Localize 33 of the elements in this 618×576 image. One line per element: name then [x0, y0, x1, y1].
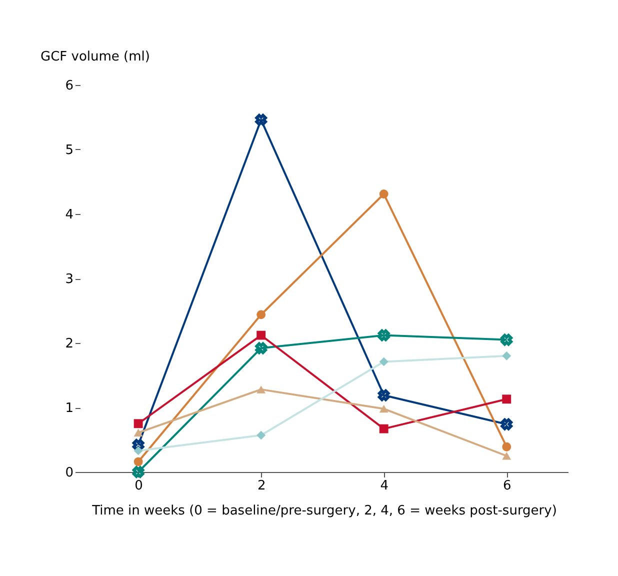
point [256, 386, 266, 394]
point [132, 466, 144, 478]
point [132, 438, 144, 451]
y-tick-label: 4 [65, 208, 74, 222]
point [134, 457, 143, 466]
y-tick-label: 6 [65, 78, 74, 94]
point [255, 114, 268, 126]
point [255, 342, 268, 354]
point [378, 329, 390, 342]
point [134, 419, 143, 428]
x-tick-label: 4 [380, 478, 388, 494]
y-tick-label: 5 [65, 143, 74, 158]
x-tick-label: 0 [134, 478, 143, 494]
point [256, 310, 266, 320]
x-tick-label: 2 [257, 478, 266, 494]
y-tick-label: 1 [65, 401, 74, 416]
x-tick-label: 6 [502, 478, 512, 494]
point [379, 190, 388, 198]
y-axis-title: GCF volume (ml) [40, 50, 150, 64]
y-tick-label: 3 [65, 272, 74, 287]
point [502, 452, 512, 460]
point [378, 389, 390, 402]
point [256, 330, 266, 340]
y-tick-label: 2 [65, 336, 74, 352]
point [502, 442, 512, 452]
point [500, 334, 513, 346]
x-axis-title: Time in weeks (0 = baseline/pre-surgery, 2, 4, 6 = weeks post-surgery) [91, 504, 557, 518]
point [134, 428, 143, 437]
point [379, 424, 388, 434]
y-tick-label: 0 [65, 466, 74, 480]
point [379, 404, 388, 413]
point [500, 418, 513, 430]
point [502, 394, 512, 404]
